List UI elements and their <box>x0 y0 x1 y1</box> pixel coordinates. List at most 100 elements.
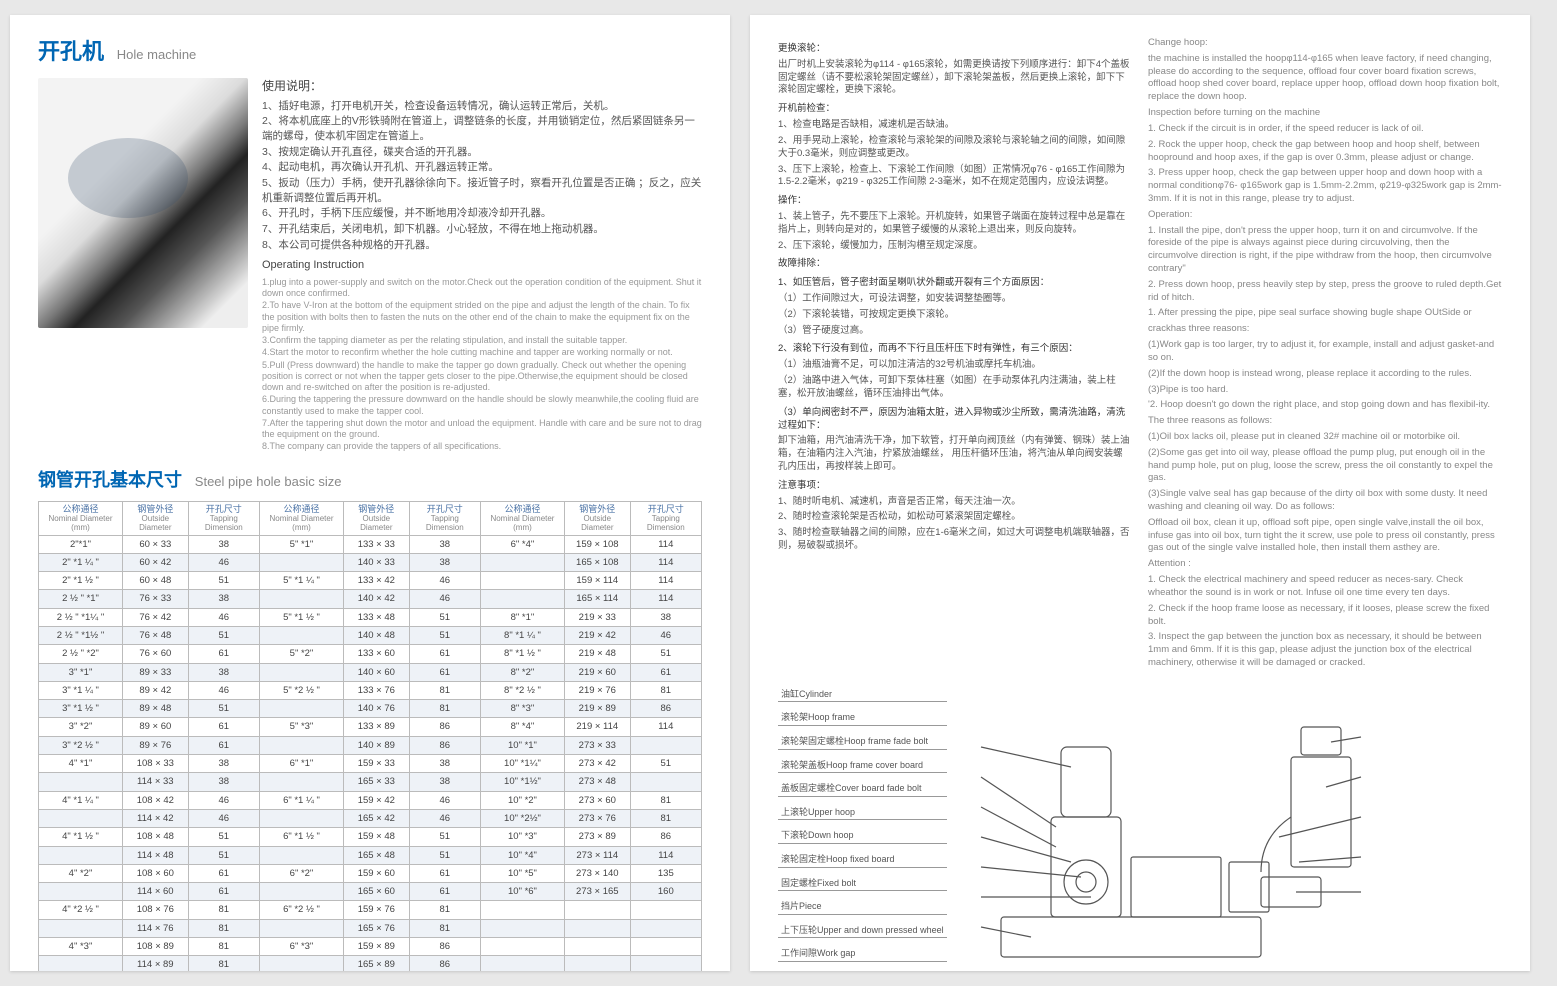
table-cell: 86 <box>409 736 480 754</box>
table-cell <box>480 901 564 919</box>
table-cell: 2 ½ " *1½ " <box>39 627 123 645</box>
table-cell: 51 <box>630 645 701 663</box>
table-cell: 114 <box>630 535 701 553</box>
table-cell: 81 <box>409 919 480 937</box>
table-cell <box>39 956 123 971</box>
table-cell: 114 × 89 <box>123 956 189 971</box>
right-para-cn: 开机前检查： <box>778 103 1132 116</box>
right-para-en: 2. Rock the upper hoop, check the gap be… <box>1148 139 1502 165</box>
table-cell: 46 <box>188 809 259 827</box>
table-cell: 3" *2" <box>39 718 123 736</box>
table-cell: 165 × 60 <box>344 883 410 901</box>
table-cell: 61 <box>188 864 259 882</box>
table-cell: 38 <box>188 755 259 773</box>
table-cell: 159 × 76 <box>344 901 410 919</box>
table-cell: 133 × 60 <box>344 645 410 663</box>
usage-line-en: 7.After the tappering shut down the moto… <box>262 418 702 441</box>
right-para-cn: 故障排除： <box>778 258 1132 271</box>
legend-left: 油缸Cylinder滚轮架Hoop frame滚轮架固定螺栓Hoop frame… <box>778 687 947 970</box>
table-cell: 219 × 48 <box>564 645 630 663</box>
table-cell: 5" *1 ½ " <box>259 608 343 626</box>
table-cell: 108 × 42 <box>123 791 189 809</box>
table-cell: 165 × 48 <box>344 846 410 864</box>
table-cell: 5" *1" <box>259 535 343 553</box>
usage-line: 7、开孔结束后，关闭电机，卸下机器。小心轻放，不得在地上拖动机器。 <box>262 222 702 237</box>
table-cell: 81 <box>188 901 259 919</box>
right-para-en: Offload oil box, clean it up, offload so… <box>1148 517 1502 555</box>
table-cell: 108 × 60 <box>123 864 189 882</box>
table-title-en: Steel pipe hole basic size <box>195 473 342 491</box>
table-cell: 10" *3" <box>480 828 564 846</box>
table-cell: 219 × 60 <box>564 663 630 681</box>
right-para-en: (3)Single valve seal has gap because of … <box>1148 488 1502 514</box>
table-cell: 219 × 76 <box>564 681 630 699</box>
table-cell: 5" *3" <box>259 718 343 736</box>
right-page: 更换滚轮：出厂时机上安装滚轮为φ114 - φ165滚轮，如需更换请按下列顺序进… <box>750 15 1530 971</box>
table-cell: 140 × 60 <box>344 663 410 681</box>
table-cell: 38 <box>409 553 480 571</box>
table-cell: 81 <box>630 809 701 827</box>
right-para-cn: （1）油瓶油膏不足，可以加注清洁的32号机油或摩托车机油。 <box>778 359 1132 372</box>
table-cell: 4" *1 ¼ " <box>39 791 123 809</box>
table-cell <box>259 663 343 681</box>
usage-line-en: 1.plug into a power-supply and switch on… <box>262 277 702 300</box>
table-row: 2" *1 ½ "60 × 48515" *1 ¼ "133 × 4246159… <box>39 572 702 590</box>
table-cell: 46 <box>409 809 480 827</box>
usage-line: 5、扳动（压力）手柄，使开孔器徐徐向下。接近管子时，察看开孔位置是否正确 ；反之… <box>262 176 702 205</box>
table-cell <box>480 919 564 937</box>
table-row: 3" *1"89 × 3338140 × 60618" *2"219 × 606… <box>39 663 702 681</box>
table-cell: 10" *1" <box>480 736 564 754</box>
table-cell: 89 × 33 <box>123 663 189 681</box>
table-cell: 5" *1 ¼ " <box>259 572 343 590</box>
legend-item: 滚轮架Hoop frame <box>778 710 947 726</box>
right-para-en: the machine is installed the hoopφ114-φ1… <box>1148 53 1502 104</box>
table-cell: 273 × 76 <box>564 809 630 827</box>
table-cell: 61 <box>630 663 701 681</box>
table-cell: 2" *1 ½ " <box>39 572 123 590</box>
table-cell: 10" *2½" <box>480 809 564 827</box>
table-cell: 81 <box>409 681 480 699</box>
usage-line: 3、按规定确认开孔直径，碟夹合适的开孔器。 <box>262 145 702 160</box>
table-cell <box>630 736 701 754</box>
right-columns: 更换滚轮：出厂时机上安装滚轮为φ114 - φ165滚轮，如需更换请按下列顺序进… <box>778 37 1502 673</box>
table-cell: 8" *2 ½ " <box>480 681 564 699</box>
table-cell: 2"*1" <box>39 535 123 553</box>
table-cell: 159 × 114 <box>564 572 630 590</box>
table-row: 2 ½ " *1½ "76 × 4851140 × 48518" *1 ¼ "2… <box>39 627 702 645</box>
table-cell: 114 <box>630 553 701 571</box>
usage-line: 2、将本机底座上的V形铁骑附在管道上，调整链条的长度，并用锁销定位，然后紧固链条… <box>262 114 702 143</box>
usage-line-en: 8.The company can provide the tappers of… <box>262 441 702 452</box>
right-para-en: (2)Some gas get into oil way, please off… <box>1148 447 1502 485</box>
right-para-en: (2)If the down hoop is instead wrong, pl… <box>1148 368 1502 381</box>
table-cell <box>630 773 701 791</box>
right-para-en: The three reasons as follows: <box>1148 415 1502 428</box>
table-cell: 108 × 33 <box>123 755 189 773</box>
table-cell: 2 ½ " *2" <box>39 645 123 663</box>
diagram-wrap: 油缸Cylinder滚轮架Hoop frame滚轮架固定螺栓Hoop frame… <box>778 687 1502 971</box>
table-cell: 86 <box>630 700 701 718</box>
table-cell <box>39 809 123 827</box>
table-cell <box>630 956 701 971</box>
table-cell: 51 <box>188 828 259 846</box>
table-cell: 4" *1 ½ " <box>39 828 123 846</box>
table-cell: 51 <box>409 846 480 864</box>
usage-line-en: 6.During the tappering the pressure down… <box>262 394 702 417</box>
table-cell: 51 <box>409 627 480 645</box>
table-row: 2 ½ " *1"76 × 3338140 × 4246165 × 114114 <box>39 590 702 608</box>
usage-line: 4、起动电机，再次确认开孔机、开孔器运转正常。 <box>262 160 702 175</box>
table-cell <box>39 846 123 864</box>
table-cell: 114 × 33 <box>123 773 189 791</box>
right-para-cn: 2、随时检查滚轮架是否松动，如松动可紧滚架固定螺栓。 <box>778 511 1132 524</box>
table-cell <box>259 700 343 718</box>
table-title-cn: 钢管开孔基本尺寸 <box>38 468 182 493</box>
right-para-en: (1)Oil box lacks oil, please put in clea… <box>1148 431 1502 444</box>
table-cell: 51 <box>188 846 259 864</box>
right-para-cn: （3）单向阀密封不严，原因为油箱太脏，进入异物或沙尘所致，需清洗油路，清洗过程如… <box>778 407 1132 433</box>
table-cell: 140 × 42 <box>344 590 410 608</box>
table-cell <box>259 773 343 791</box>
table-cell: 4" *2" <box>39 864 123 882</box>
legend-item: 挡片Piece <box>778 899 947 915</box>
table-cell: 38 <box>188 773 259 791</box>
usage-line-en: 3.Confirm the tapping diameter as per th… <box>262 335 702 346</box>
right-para-cn: 3、压下上滚轮，检查上、下滚轮工作间隙（如图）正常情况φ76 - φ165工作间… <box>778 164 1132 190</box>
